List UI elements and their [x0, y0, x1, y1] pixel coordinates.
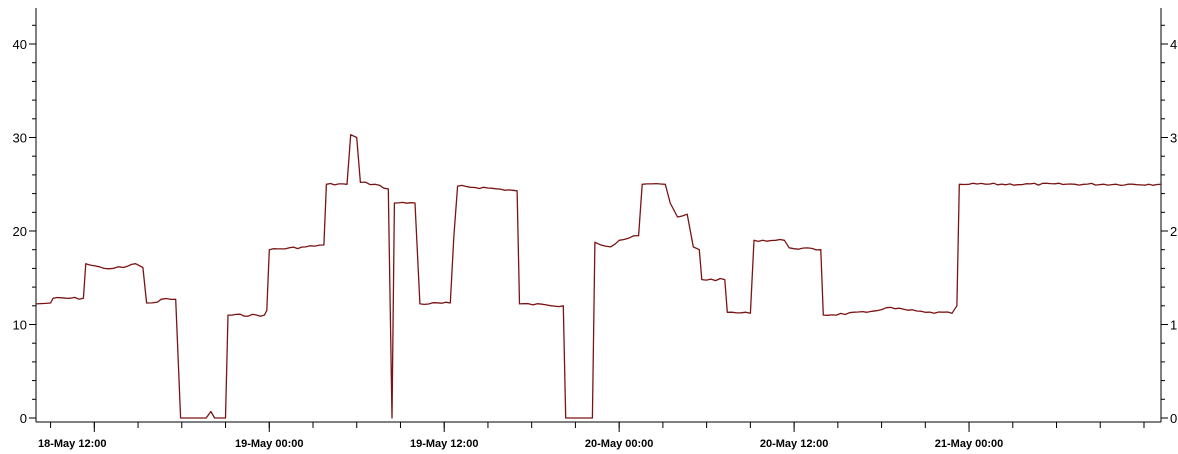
y-tick-label-right: 0	[1170, 411, 1177, 426]
x-tick-label: 19-May 00:00	[235, 438, 304, 450]
x-axis-ticks: 18-May 12:00 19-May 00:00 19-May 12:00 20-M…	[38, 422, 1145, 450]
y-tick-label-right: 4	[1170, 37, 1177, 52]
series-line-0	[35, 134, 1162, 419]
y-tick-label: 0	[20, 411, 27, 426]
x-tick-label: 18-May 12:00	[38, 438, 107, 450]
y-tick-label: 40	[13, 37, 27, 52]
y-tick-label: 10	[13, 318, 27, 333]
y-tick-label-right: 3	[1170, 131, 1177, 146]
y-tick-label-right: 1	[1170, 318, 1177, 333]
x-tick-label: 21-May 00:00	[935, 438, 1004, 450]
y-tick-label-right: 2	[1170, 224, 1177, 239]
y-tick-label: 30	[13, 131, 27, 146]
plot-area	[35, 134, 1162, 419]
y-axis-ticks: 0 0 10 1 20 2 30 3 40 4	[13, 24, 1177, 426]
axes	[35, 8, 1162, 423]
x-tick-label: 20-May 00:00	[585, 438, 654, 450]
x-tick-label: 19-May 12:00	[410, 438, 479, 450]
y-tick-label: 20	[13, 224, 27, 239]
x-tick-label: 20-May 12:00	[760, 438, 829, 450]
